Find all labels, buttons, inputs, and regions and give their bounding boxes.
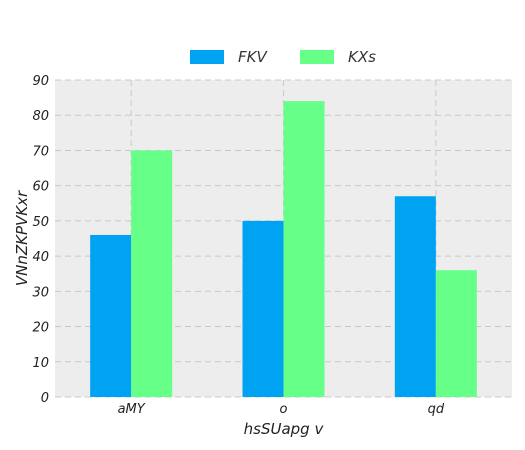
bar-series-2-aMY xyxy=(131,150,173,397)
bar-series-1-qd xyxy=(394,196,436,397)
bar-series-1-aMY xyxy=(90,234,132,397)
legend-label-series-1: FKV xyxy=(238,48,267,66)
x-tick-label: aMY xyxy=(118,402,146,417)
y-tick-label: 50 xyxy=(32,215,49,230)
legend: FKV KXs xyxy=(0,44,525,70)
x-axis-label: hsSUapg v xyxy=(244,420,325,438)
x-axis-ticks: aMY o qd xyxy=(118,402,445,417)
y-tick-label: 80 xyxy=(32,109,49,124)
y-tick-label: 10 xyxy=(32,356,49,371)
y-tick-label: 90 xyxy=(32,74,49,89)
legend-item-series-2: KXs xyxy=(300,44,376,70)
legend-item-series-1: FKV xyxy=(190,44,267,70)
legend-label-series-2: KXs xyxy=(348,48,376,66)
y-tick-label: 70 xyxy=(32,144,49,159)
legend-swatch-series-2 xyxy=(300,50,334,64)
x-tick-label: qd xyxy=(428,402,445,417)
legend-swatch-series-1 xyxy=(190,50,224,64)
bars xyxy=(90,101,477,397)
bar-series-2-qd xyxy=(435,270,477,397)
bar-series-1-o xyxy=(242,220,284,397)
y-tick-label: 0 xyxy=(41,391,49,406)
y-tick-label: 30 xyxy=(32,285,49,300)
y-tick-label: 20 xyxy=(32,321,49,336)
bar-series-2-o xyxy=(283,101,325,397)
y-tick-label: 60 xyxy=(32,180,49,195)
x-tick-label: o xyxy=(280,402,288,417)
y-axis-ticks: 0 10 20 30 40 50 60 70 80 90 xyxy=(32,74,49,406)
y-tick-label: 40 xyxy=(32,250,49,265)
y-axis-label: VNnZKPVKxr xyxy=(13,190,31,286)
